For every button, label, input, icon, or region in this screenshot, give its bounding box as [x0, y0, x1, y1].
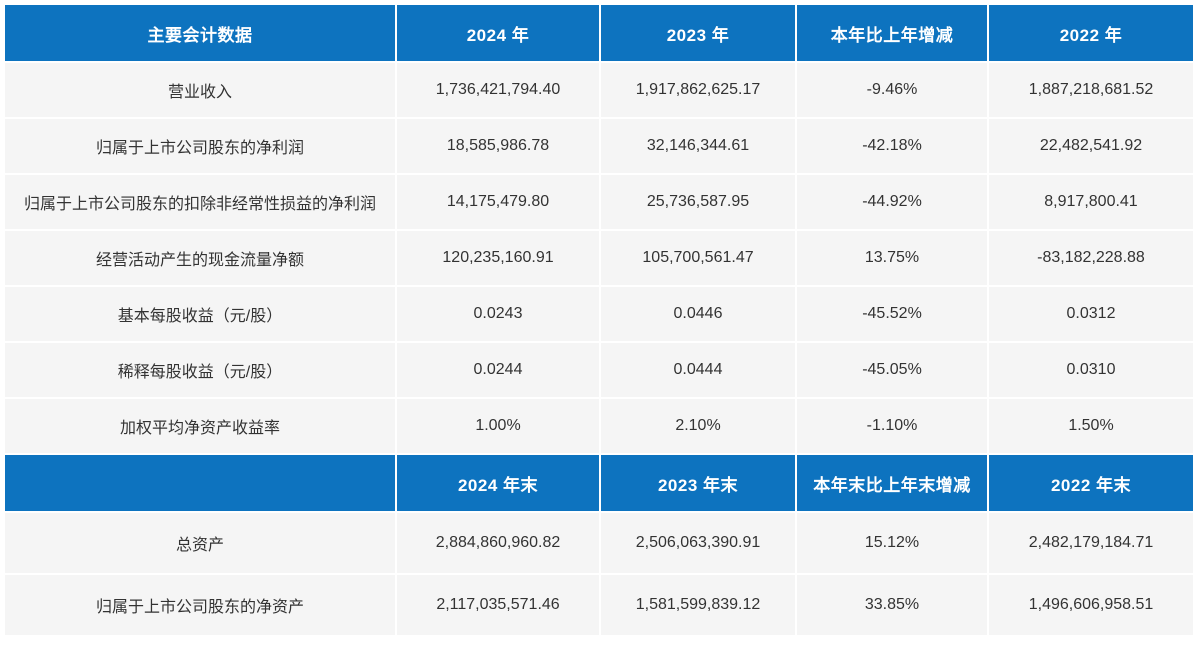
financial-summary: 主要会计数据 2024 年 2023 年 本年比上年增减 2022 年 营业收入…	[3, 3, 1195, 637]
row-label: 归属于上市公司股东的净利润	[5, 119, 395, 173]
value-2022: 2,482,179,184.71	[989, 513, 1193, 573]
value-change: -45.52%	[797, 287, 987, 341]
table-row-net-profit: 归属于上市公司股东的净利润 18,585,986.78 32,146,344.6…	[5, 119, 1193, 173]
header-end-change: 本年末比上年末增减	[797, 455, 987, 511]
header-main-label: 主要会计数据	[5, 5, 395, 61]
value-2024: 120,235,160.91	[397, 231, 599, 285]
row-label: 基本每股收益（元/股）	[5, 287, 395, 341]
header-2024: 2024 年	[397, 5, 599, 61]
value-2022: 1.50%	[989, 399, 1193, 453]
header-2022-end: 2022 年末	[989, 455, 1193, 511]
value-change: -9.46%	[797, 63, 987, 117]
row-label: 归属于上市公司股东的净资产	[5, 575, 395, 635]
value-2024: 0.0243	[397, 287, 599, 341]
value-2023: 2,506,063,390.91	[601, 513, 795, 573]
table-row-net-profit-excl-nonrecurring: 归属于上市公司股东的扣除非经常性损益的净利润 14,175,479.80 25,…	[5, 175, 1193, 229]
value-2022: 1,496,606,958.51	[989, 575, 1193, 635]
row-label: 稀释每股收益（元/股）	[5, 343, 395, 397]
value-2022: 1,887,218,681.52	[989, 63, 1193, 117]
row-label: 总资产	[5, 513, 395, 573]
value-2024: 2,117,035,571.46	[397, 575, 599, 635]
value-2023: 0.0444	[601, 343, 795, 397]
header-empty	[5, 455, 395, 511]
value-2022: -83,182,228.88	[989, 231, 1193, 285]
value-2023: 1,581,599,839.12	[601, 575, 795, 635]
table-row-weighted-avg-roe: 加权平均净资产收益率 1.00% 2.10% -1.10% 1.50%	[5, 399, 1193, 453]
value-2024: 14,175,479.80	[397, 175, 599, 229]
row-label: 归属于上市公司股东的扣除非经常性损益的净利润	[5, 175, 395, 229]
value-change: -45.05%	[797, 343, 987, 397]
value-2023: 32,146,344.61	[601, 119, 795, 173]
table-row-net-assets: 归属于上市公司股东的净资产 2,117,035,571.46 1,581,599…	[5, 575, 1193, 635]
table-row-total-assets: 总资产 2,884,860,960.82 2,506,063,390.91 15…	[5, 513, 1193, 573]
value-2023: 25,736,587.95	[601, 175, 795, 229]
annual-header-row: 主要会计数据 2024 年 2023 年 本年比上年增减 2022 年	[5, 5, 1193, 61]
table-row-diluted-eps: 稀释每股收益（元/股） 0.0244 0.0444 -45.05% 0.0310	[5, 343, 1193, 397]
value-change: 13.75%	[797, 231, 987, 285]
row-label: 营业收入	[5, 63, 395, 117]
value-2022: 0.0310	[989, 343, 1193, 397]
value-2023: 1,917,862,625.17	[601, 63, 795, 117]
value-2024: 0.0244	[397, 343, 599, 397]
row-label: 加权平均净资产收益率	[5, 399, 395, 453]
value-2024: 2,884,860,960.82	[397, 513, 599, 573]
value-2024: 1.00%	[397, 399, 599, 453]
value-change: 15.12%	[797, 513, 987, 573]
value-2024: 18,585,986.78	[397, 119, 599, 173]
value-2024: 1,736,421,794.40	[397, 63, 599, 117]
header-2023-end: 2023 年末	[601, 455, 795, 511]
value-2022: 22,482,541.92	[989, 119, 1193, 173]
value-change: -42.18%	[797, 119, 987, 173]
value-2023: 0.0446	[601, 287, 795, 341]
header-2022: 2022 年	[989, 5, 1193, 61]
header-2024-end: 2024 年末	[397, 455, 599, 511]
header-2023: 2023 年	[601, 5, 795, 61]
table-row-operating-revenue: 营业收入 1,736,421,794.40 1,917,862,625.17 -…	[5, 63, 1193, 117]
table-row-basic-eps: 基本每股收益（元/股） 0.0243 0.0446 -45.52% 0.0312	[5, 287, 1193, 341]
value-change: -1.10%	[797, 399, 987, 453]
value-2022: 0.0312	[989, 287, 1193, 341]
value-change: 33.85%	[797, 575, 987, 635]
header-yoy-change: 本年比上年增减	[797, 5, 987, 61]
value-2022: 8,917,800.41	[989, 175, 1193, 229]
value-2023: 105,700,561.47	[601, 231, 795, 285]
period-end-header-row: 2024 年末 2023 年末 本年末比上年末增减 2022 年末	[5, 455, 1193, 511]
value-2023: 2.10%	[601, 399, 795, 453]
key-accounting-data-table: 主要会计数据 2024 年 2023 年 本年比上年增减 2022 年 营业收入…	[3, 3, 1195, 637]
table-row-operating-cash-flow: 经营活动产生的现金流量净额 120,235,160.91 105,700,561…	[5, 231, 1193, 285]
value-change: -44.92%	[797, 175, 987, 229]
row-label: 经营活动产生的现金流量净额	[5, 231, 395, 285]
